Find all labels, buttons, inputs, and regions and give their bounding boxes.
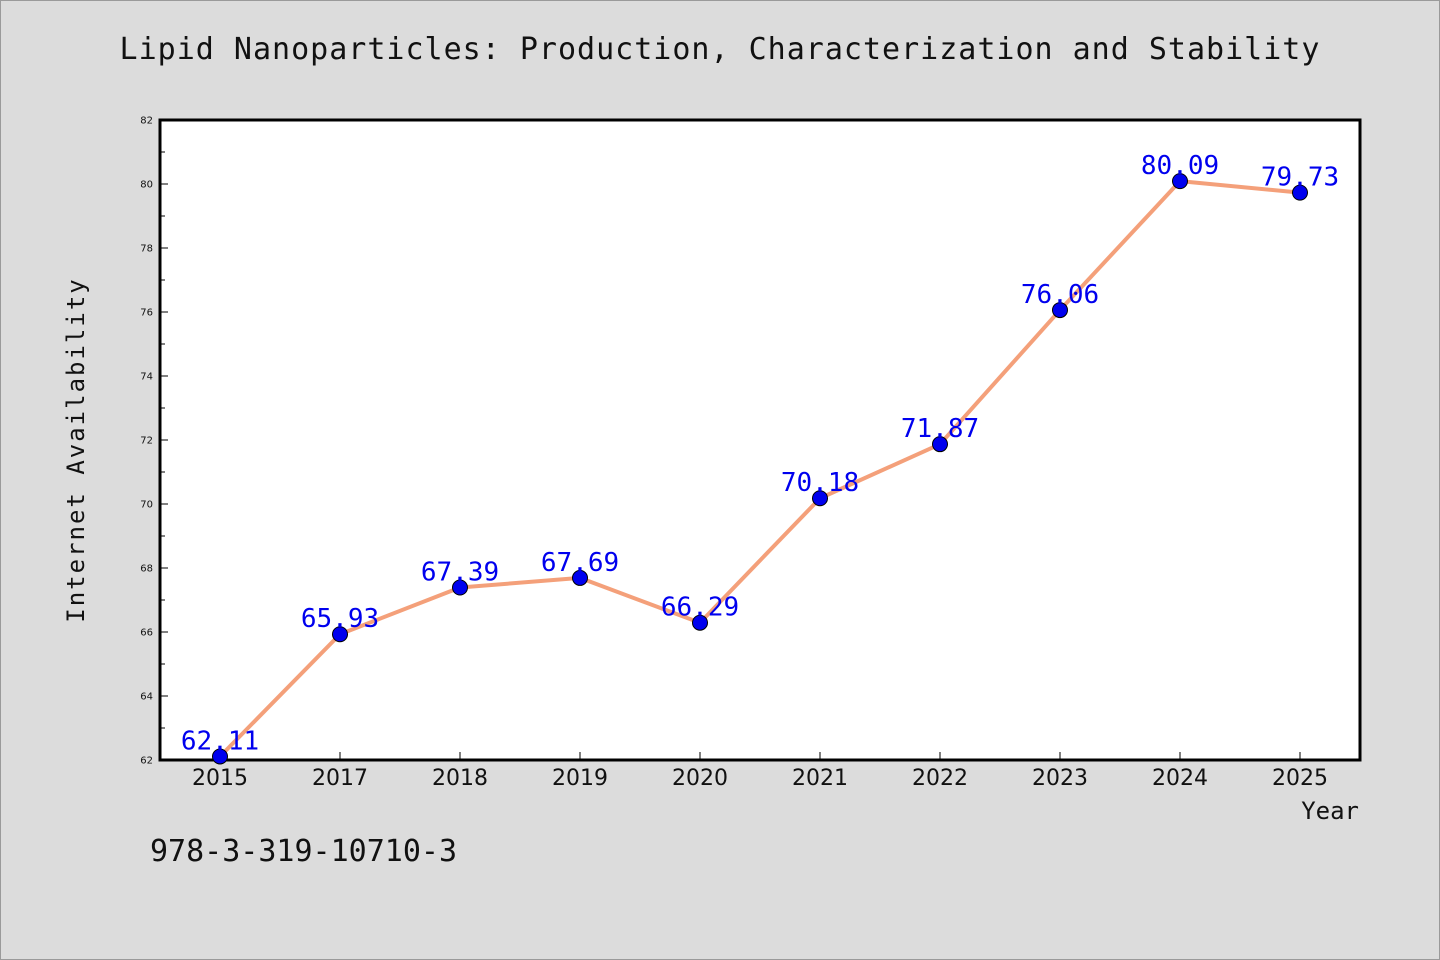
x-tick-label: 2024 [1152, 766, 1208, 791]
data-label: 76.06 [1021, 280, 1099, 310]
x-tick-label: 2019 [552, 766, 608, 791]
x-tick-label: 2018 [432, 766, 488, 791]
y-tick-label: 78 [140, 244, 153, 255]
isbn-text: 978-3-319-10710-3 [150, 834, 458, 869]
data-label: 67.69 [541, 548, 619, 578]
data-point [1172, 173, 1188, 190]
data-point [572, 569, 588, 586]
data-label: 79.73 [1261, 163, 1339, 193]
data-label: 70.18 [781, 468, 859, 498]
data-point [212, 748, 228, 765]
data-label: 71.87 [901, 414, 979, 444]
x-tick-label: 2020 [672, 766, 728, 791]
x-tick-label: 2015 [192, 766, 248, 791]
x-tick-label: 2022 [912, 766, 968, 791]
x-tick-label: 2017 [312, 766, 368, 791]
data-point [1292, 184, 1308, 201]
data-point [332, 626, 348, 643]
x-tick-label: 2023 [1032, 766, 1088, 791]
series-line [218, 179, 1302, 759]
y-tick-label: 76 [140, 308, 153, 319]
y-tick-label: 64 [140, 692, 153, 703]
data-point [1052, 302, 1068, 319]
data-point [812, 490, 828, 507]
y-tick-label: 66 [140, 628, 153, 639]
data-label: 65.93 [301, 604, 379, 634]
chart-title: Lipid Nanoparticles: Production, Charact… [119, 32, 1321, 67]
data-point [932, 436, 948, 453]
x-axis-label: Year [1301, 797, 1359, 825]
data-label: 66.29 [661, 593, 739, 623]
y-tick-label: 68 [140, 564, 153, 575]
data-label: 62.11 [181, 726, 259, 756]
y-tick-label: 70 [140, 500, 153, 511]
data-point [692, 614, 708, 631]
data-label: 67.39 [421, 558, 499, 588]
x-tick-label: 2021 [792, 766, 848, 791]
data-label: 80.09 [1141, 151, 1219, 181]
y-tick-label: 72 [140, 436, 153, 447]
x-tick-label: 2025 [1272, 766, 1328, 791]
data-point [452, 579, 468, 596]
y-tick-label: 80 [140, 180, 153, 191]
y-tick-label: 82 [140, 116, 153, 127]
plot-area [158, 118, 1362, 762]
y-tick-label: 74 [140, 372, 153, 383]
y-tick-label: 62 [140, 756, 153, 767]
